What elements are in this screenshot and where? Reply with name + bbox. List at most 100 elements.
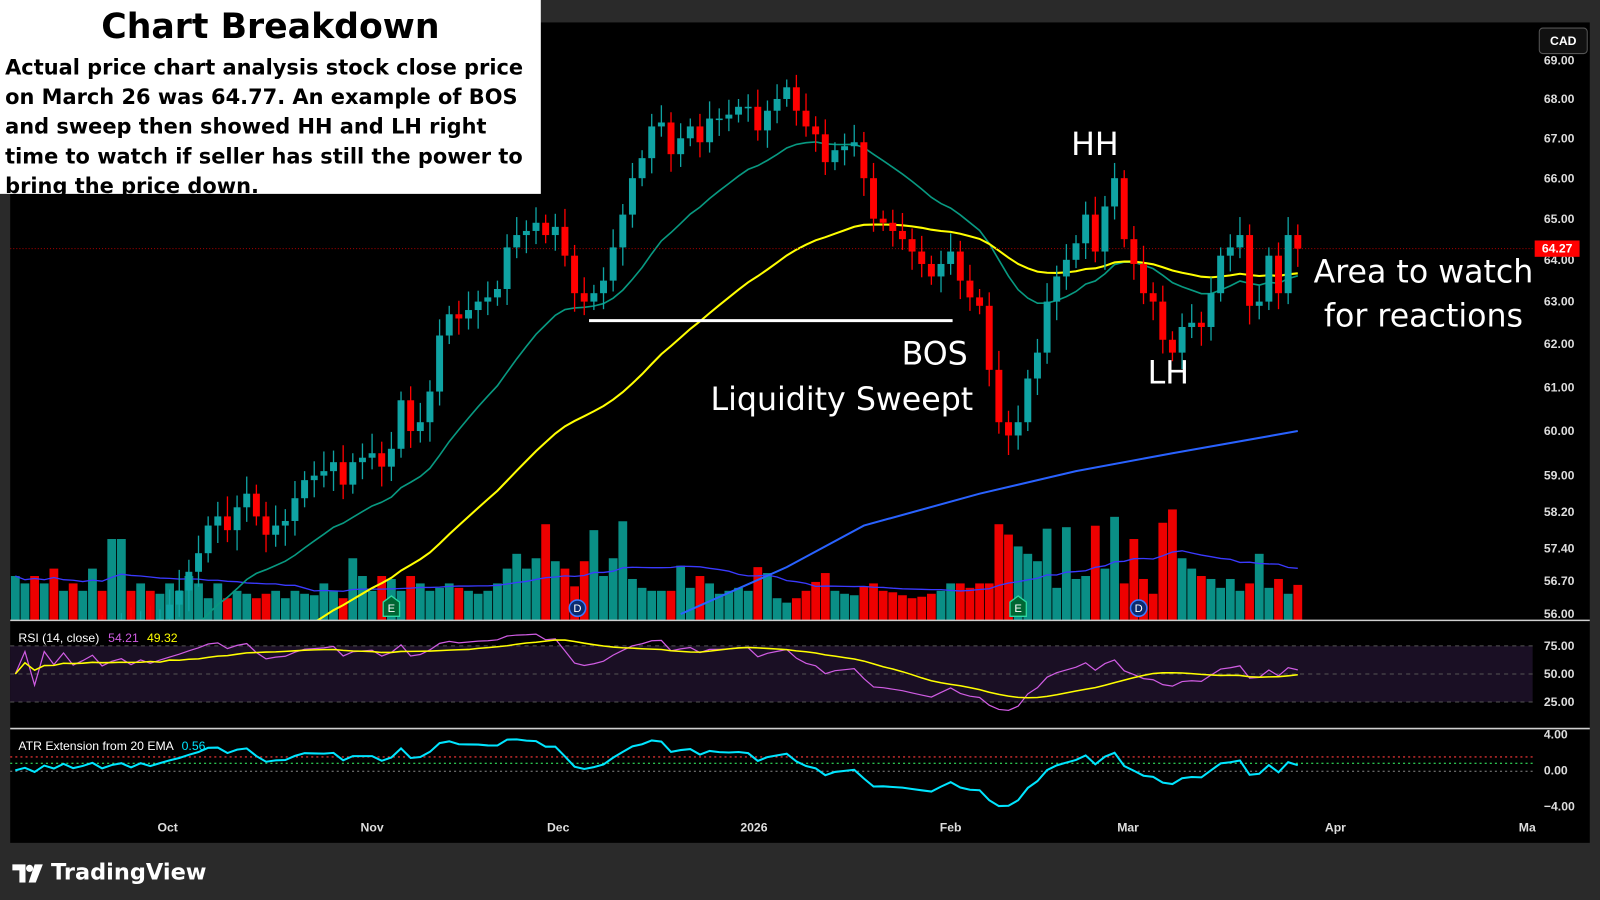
candle (195, 535, 202, 587)
rsi-label: RSI (14, close) (18, 631, 99, 645)
candle (956, 240, 964, 300)
candle-body (898, 230, 906, 240)
candle (426, 380, 434, 442)
time-tick: Mar (1117, 821, 1139, 835)
volume-bar (878, 590, 888, 621)
candle-body (686, 126, 694, 139)
candle-body (1140, 263, 1147, 294)
candle-body (773, 98, 781, 111)
ema-50-line (315, 223, 1298, 621)
candle-body (821, 134, 829, 163)
candle-body (792, 87, 800, 111)
tradingview-logo[interactable]: TradingView (12, 860, 207, 886)
annotation-area-watch: Area to watch (1313, 254, 1534, 291)
candles (101, 74, 1302, 621)
candle-body (571, 255, 579, 294)
candle-body (735, 106, 742, 115)
volume-bar (271, 590, 281, 621)
candle (1053, 265, 1061, 321)
volume-ma-line (15, 550, 1298, 592)
candle-body (320, 471, 328, 476)
candle-body (1043, 301, 1051, 353)
candle (368, 433, 376, 470)
candle (657, 105, 665, 137)
candle-body (291, 498, 299, 521)
volume-bar (88, 568, 97, 621)
candle-body (667, 122, 675, 155)
volume-bar (223, 598, 232, 621)
moving-averages (10, 141, 1533, 621)
volume-bar (589, 530, 599, 621)
volume-bar (898, 595, 907, 621)
candle-body (860, 142, 868, 179)
volume-bar (309, 595, 319, 621)
volume-bar (483, 590, 493, 621)
rsi-value: 54.21 (108, 631, 139, 645)
volume-bar (435, 587, 444, 621)
volume-bar (743, 590, 753, 621)
candle (272, 505, 280, 547)
volume-bar (917, 596, 927, 621)
time-tick: 2026 (740, 821, 767, 835)
candle (1188, 304, 1196, 339)
volume-bar (116, 539, 126, 621)
candle (686, 118, 694, 147)
candle (1033, 338, 1041, 396)
candle-body (976, 297, 984, 306)
candle (1265, 247, 1273, 311)
candle (619, 204, 627, 266)
candle (465, 291, 472, 330)
candle (860, 131, 868, 196)
volume-bar (68, 583, 78, 621)
candle-body (889, 222, 897, 231)
price-tick: 60.00 (1544, 424, 1575, 438)
candle-body (233, 507, 241, 531)
candle-body (1062, 259, 1070, 277)
candle (590, 284, 598, 311)
volume-bar (406, 576, 416, 621)
candle (551, 213, 559, 251)
price-tick: 62.00 (1544, 337, 1575, 351)
candle (937, 250, 945, 293)
candle (291, 481, 299, 536)
candle (262, 501, 270, 553)
candle (898, 212, 906, 250)
event-marker-E: E (1009, 595, 1027, 617)
price-tick: 67.00 (1544, 131, 1575, 145)
price-tick: 57.40 (1544, 542, 1575, 556)
volume-bar (1004, 534, 1013, 621)
candle-body (677, 138, 685, 155)
currency-button[interactable]: CAD (1538, 27, 1588, 55)
candle-body (378, 453, 386, 467)
candle (1005, 410, 1012, 456)
event-marker-D: D (1129, 599, 1148, 618)
candle-body (763, 110, 771, 131)
volume-bar (685, 587, 695, 621)
event-label: D (1135, 603, 1143, 615)
volume-bar (1206, 578, 1216, 621)
candle (233, 495, 241, 551)
candle (445, 305, 453, 345)
candle (725, 99, 733, 132)
candle (156, 609, 164, 621)
candle (416, 402, 424, 443)
candle (349, 453, 357, 494)
candle (735, 98, 742, 123)
candle (995, 350, 1003, 434)
candle-body (1091, 214, 1099, 252)
volume-bar (791, 598, 801, 621)
candle-body (1149, 293, 1157, 302)
candle-body (1101, 206, 1109, 252)
chart-breakdown-note: Chart Breakdown Actual price chart analy… (0, 0, 541, 198)
volume-bar (926, 593, 936, 621)
candle-body (243, 493, 251, 508)
time-tick: Ma (1519, 821, 1536, 835)
candle-body (850, 142, 858, 147)
candle (243, 476, 251, 522)
candle-body (1014, 422, 1022, 436)
candle (185, 559, 193, 612)
volume-bar (155, 593, 165, 621)
candle (358, 443, 366, 480)
dividend-icon (1129, 599, 1148, 618)
